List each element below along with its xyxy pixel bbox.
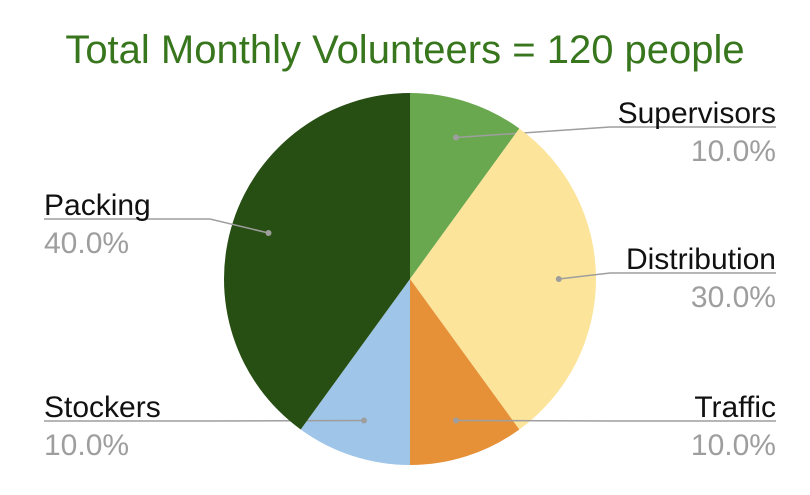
leader-line-distribution <box>558 272 776 280</box>
pie-slice-distribution <box>410 128 597 430</box>
pie-slice-stockers <box>300 279 410 465</box>
leader-dot-supervisors <box>452 134 459 141</box>
slice-label-distribution: Distribution <box>626 243 776 276</box>
slice-percent-distribution: 30.0% <box>691 281 776 314</box>
leader-dot-stockers <box>361 417 368 424</box>
leader-dot-packing <box>265 230 272 237</box>
slice-percent-stockers: 10.0% <box>44 429 129 462</box>
slice-label-traffic: Traffic <box>694 391 776 424</box>
slice-percent-traffic: 10.0% <box>691 429 776 462</box>
chart-title: Total Monthly Volunteers = 120 people <box>65 28 745 72</box>
pie-slice-supervisors <box>410 93 520 279</box>
slice-label-supervisors: Supervisors <box>618 97 776 130</box>
pie-slice-traffic <box>410 279 520 465</box>
leader-line-packing <box>44 218 269 234</box>
slice-percent-packing: 40.0% <box>44 227 129 260</box>
slice-label-packing: Packing <box>44 189 151 222</box>
slice-percent-supervisors: 10.0% <box>691 135 776 168</box>
leader-dot-traffic <box>452 417 459 424</box>
leader-dot-distribution <box>555 276 562 282</box>
slice-label-stockers: Stockers <box>44 391 161 424</box>
leader-line-supervisors <box>455 126 776 139</box>
pie-slice-packing <box>224 93 410 430</box>
